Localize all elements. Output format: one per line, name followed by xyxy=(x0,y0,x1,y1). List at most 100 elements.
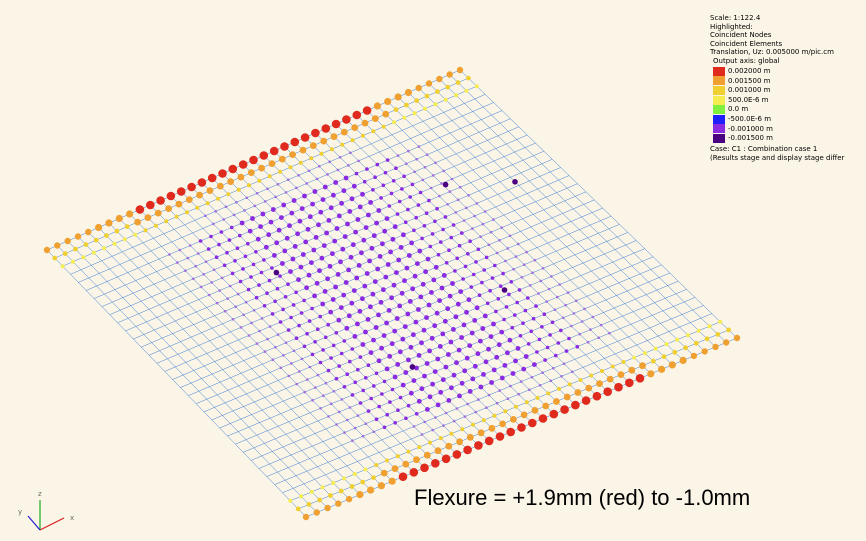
mesh-node xyxy=(492,218,495,221)
mesh-node xyxy=(409,468,419,477)
mesh-node xyxy=(350,347,355,351)
mesh-node xyxy=(342,476,346,481)
mesh-node xyxy=(263,244,269,250)
mesh-node xyxy=(404,102,409,108)
mesh-node xyxy=(391,179,396,183)
mesh-node xyxy=(433,264,439,270)
mesh-node xyxy=(438,194,441,198)
z-axis-label: z xyxy=(38,490,42,498)
mesh-node xyxy=(425,256,431,262)
mesh-node xyxy=(433,102,438,107)
mesh-line xyxy=(212,177,479,446)
mesh-node xyxy=(414,365,419,371)
mesh-node xyxy=(206,187,214,195)
mesh-node xyxy=(226,192,231,197)
mesh-node xyxy=(391,465,399,472)
legend-entry: 0.002000 m xyxy=(713,66,866,77)
mesh-node xyxy=(253,204,257,208)
mesh-node xyxy=(298,264,304,270)
highlighted-node xyxy=(501,287,508,293)
mesh-node xyxy=(318,314,323,319)
mesh-node xyxy=(416,307,421,312)
mesh-node xyxy=(449,385,454,391)
mesh-node xyxy=(647,370,655,378)
mesh-node xyxy=(243,254,248,259)
mesh-node xyxy=(74,233,82,240)
mesh-node xyxy=(250,216,255,221)
mesh-node xyxy=(471,422,475,427)
legend-entry: -500.0E-6 m xyxy=(713,114,866,125)
mesh-node xyxy=(294,290,298,295)
mesh-node xyxy=(235,246,240,250)
mesh-node xyxy=(230,271,235,276)
mesh-node xyxy=(299,494,304,499)
mesh-node xyxy=(244,300,248,304)
mesh-node xyxy=(331,119,341,129)
mesh-node xyxy=(512,267,515,271)
mesh-node xyxy=(373,102,381,110)
mesh-node xyxy=(349,484,355,489)
mesh-node xyxy=(423,269,428,275)
mesh-node xyxy=(530,375,534,379)
mesh-node xyxy=(195,205,200,210)
mesh-node xyxy=(406,449,411,454)
mesh-node xyxy=(310,306,314,311)
mesh-line xyxy=(170,195,436,464)
mesh-node xyxy=(581,396,591,405)
mesh-node xyxy=(305,182,309,185)
mesh-node xyxy=(286,328,291,332)
mesh-line xyxy=(222,173,490,442)
mesh-node xyxy=(318,165,321,168)
mesh-node xyxy=(459,335,464,340)
mesh-node xyxy=(243,209,246,212)
mesh-node xyxy=(134,218,142,226)
mesh-node xyxy=(574,389,582,396)
legend-label: 0.002000 m xyxy=(728,67,771,76)
mesh-node xyxy=(553,308,557,312)
mesh-node xyxy=(445,306,451,312)
mesh-node xyxy=(184,269,187,273)
mesh-node xyxy=(324,381,328,385)
legend-swatch xyxy=(713,134,725,144)
mesh-node xyxy=(314,386,317,389)
y-axis-label: y xyxy=(18,508,22,516)
mesh-node xyxy=(390,387,395,392)
mesh-node xyxy=(338,156,342,159)
mesh-node xyxy=(313,509,320,516)
legend-label: -0.001000 m xyxy=(728,124,773,133)
mesh-node xyxy=(467,343,473,348)
mesh-node xyxy=(418,294,424,300)
mesh-node xyxy=(489,380,494,385)
mesh-line xyxy=(408,92,684,361)
mesh-node xyxy=(538,414,548,423)
mesh-node xyxy=(218,169,227,178)
mesh-node xyxy=(464,88,469,93)
coincident-nodes-text: Coincident Nodes xyxy=(710,31,772,40)
mesh-node xyxy=(389,295,394,301)
mesh-node xyxy=(268,325,272,328)
x-axis-line xyxy=(39,517,65,531)
mesh-node xyxy=(412,273,418,279)
mesh-node xyxy=(564,349,569,353)
mesh-node xyxy=(483,359,489,365)
mesh-node xyxy=(434,447,442,455)
mesh-node xyxy=(508,234,512,238)
mesh-node xyxy=(328,205,334,211)
mesh-node xyxy=(214,255,219,259)
mesh-line xyxy=(119,218,382,486)
mesh-node xyxy=(270,266,274,270)
mesh-node xyxy=(274,345,277,349)
mesh-node xyxy=(126,210,134,218)
mesh-node xyxy=(451,327,456,332)
mesh-node xyxy=(384,320,389,326)
mesh-node xyxy=(450,281,455,286)
mesh-node xyxy=(381,333,387,338)
mesh-node xyxy=(326,218,332,223)
mesh-node xyxy=(589,328,592,331)
mesh-node xyxy=(259,151,269,160)
mesh-node xyxy=(550,320,555,325)
mesh-node xyxy=(407,299,413,304)
mesh-node xyxy=(196,252,200,255)
